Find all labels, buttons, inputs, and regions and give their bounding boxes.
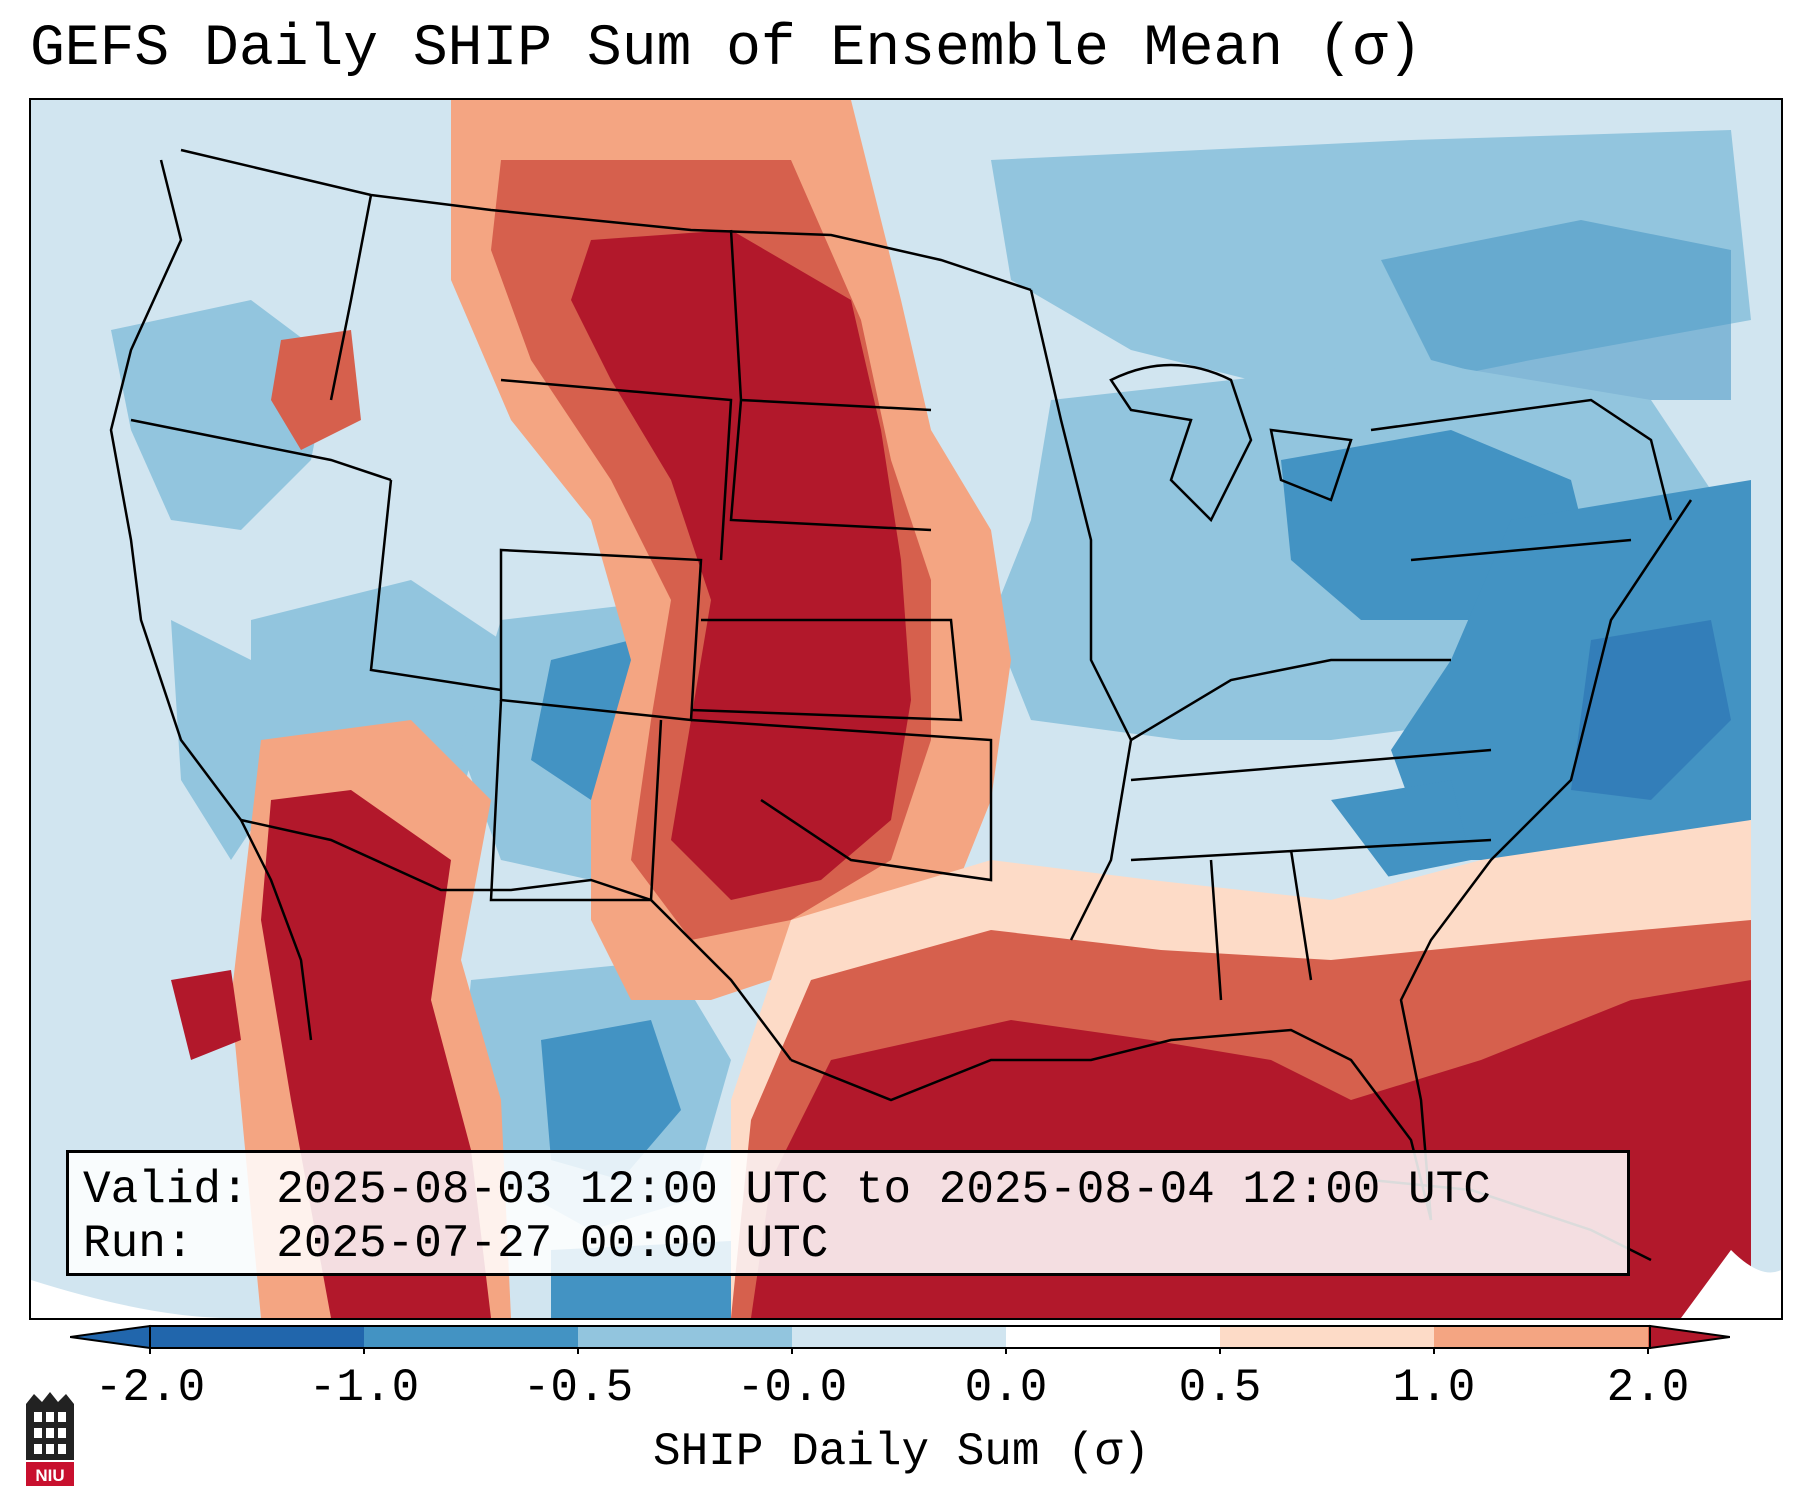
colorbar-tick-label: -0.0 xyxy=(736,1362,848,1414)
colorbar-tick-label: 2.0 xyxy=(1606,1362,1690,1414)
state-line-mississippi-river xyxy=(1029,289,1133,941)
anomaly-patch-ca-blue xyxy=(171,620,271,860)
logo-tower-icon xyxy=(26,1392,74,1460)
coastline-west xyxy=(109,159,313,1041)
state-line-wyoming xyxy=(500,378,733,561)
colorbar-ticks xyxy=(149,1348,1649,1354)
run-time-line: Run: 2025-07-27 00:00 UTC xyxy=(83,1218,829,1270)
colorbar-segment xyxy=(364,1326,578,1348)
anomaly-patch-pacific-red xyxy=(171,970,241,1060)
colorbar-segment xyxy=(578,1326,792,1348)
state-line-southeast xyxy=(1130,838,1492,1001)
anomaly-map xyxy=(31,100,1781,1318)
state-line-nm xyxy=(489,699,663,902)
colorbar-segment xyxy=(1220,1326,1434,1348)
colorbar-extend-min xyxy=(70,1324,151,1350)
coastline-east xyxy=(1399,499,1693,1221)
map-edge-bottom-right xyxy=(1681,1250,1781,1318)
anomaly-patch-atlantic-deep xyxy=(1571,620,1731,800)
colorbar-extend-max xyxy=(1649,1324,1730,1350)
anomaly-patch-nw-blue xyxy=(111,300,331,530)
colorbar-label: SHIP Daily Sum (σ) xyxy=(653,1426,1150,1478)
state-line-nevada xyxy=(130,418,392,482)
colorbar-tick-label: 0.5 xyxy=(1178,1362,1262,1414)
great-lakes xyxy=(1109,363,1353,523)
colorbar-segment xyxy=(792,1326,1006,1348)
coastline-gulf xyxy=(790,1028,1433,1221)
map-edge-bottom-left xyxy=(31,1280,231,1318)
state-line-tennessee xyxy=(1130,748,1492,782)
state-line-northeast xyxy=(1370,398,1673,562)
niu-logo: NIU xyxy=(26,1392,74,1486)
colorbar-tick-label: -2.0 xyxy=(94,1362,206,1414)
anomaly-patch-atlantic-blue xyxy=(1391,480,1751,860)
colorbar-segment xyxy=(1006,1326,1220,1348)
anomaly-patch-plains-dark xyxy=(571,230,911,900)
colorbar xyxy=(70,1324,1730,1354)
state-line-ohio-river xyxy=(1130,658,1451,742)
logo-text: NIU xyxy=(35,1466,64,1485)
colorbar-tick-label: -1.0 xyxy=(308,1362,420,1414)
state-line-dakotas xyxy=(729,229,932,532)
state-line-kansas xyxy=(690,618,963,722)
border-mexico xyxy=(240,818,792,1061)
colorbar-segment xyxy=(150,1326,364,1348)
map-panel xyxy=(29,98,1783,1320)
chart-title: GEFS Daily SHIP Sum of Ensemble Mean (σ) xyxy=(30,17,1423,82)
anomaly-patch-texas-darkblue xyxy=(541,1020,681,1180)
colorbar-tick-label: 0.0 xyxy=(964,1362,1048,1414)
colorbar-tick-label: 1.0 xyxy=(1392,1362,1476,1414)
state-line-idaho xyxy=(329,194,373,401)
anomaly-patch-canada-east xyxy=(1381,220,1731,400)
info-box: Valid: 2025-08-03 12:00 UTC to 2025-08-0… xyxy=(66,1150,1630,1276)
colorbar-outline xyxy=(149,1325,1651,1349)
valid-time-line: Valid: 2025-08-03 12:00 UTC to 2025-08-0… xyxy=(83,1164,1491,1216)
colorbar-segment xyxy=(1434,1326,1648,1348)
boundary-lines xyxy=(109,148,1693,1262)
state-line-oklahoma xyxy=(690,718,993,882)
state-line-utah xyxy=(369,479,502,692)
colorbar-tick-label: -0.5 xyxy=(522,1362,634,1414)
